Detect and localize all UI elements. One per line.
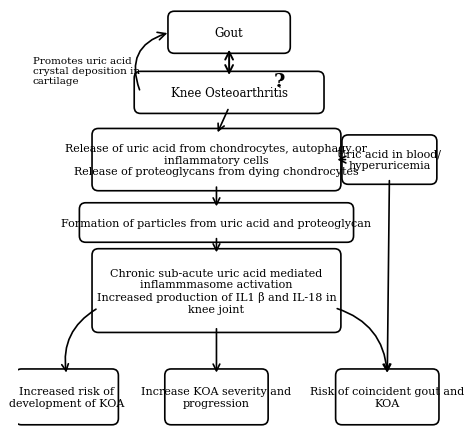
Text: Risk of coincident gout and
KOA: Risk of coincident gout and KOA	[310, 386, 465, 408]
FancyBboxPatch shape	[165, 369, 268, 425]
Text: Chronic sub-acute uric acid mediated
inflammmasome activation
Increased producti: Chronic sub-acute uric acid mediated inf…	[97, 268, 337, 314]
FancyBboxPatch shape	[134, 72, 324, 114]
Text: Increased risk of
development of KOA: Increased risk of development of KOA	[9, 386, 124, 408]
FancyBboxPatch shape	[92, 129, 341, 191]
FancyBboxPatch shape	[15, 369, 118, 425]
FancyBboxPatch shape	[79, 203, 354, 243]
Text: Formation of particles from uric acid and proteoglycan: Formation of particles from uric acid an…	[62, 218, 372, 228]
Text: Knee Osteoarthritis: Knee Osteoarthritis	[171, 87, 288, 100]
Text: Gout: Gout	[215, 27, 244, 39]
Text: ?: ?	[274, 73, 285, 91]
Text: Release of uric acid from chondrocytes, autophagy or
inflammatory cells
Release : Release of uric acid from chondrocytes, …	[65, 144, 367, 177]
Text: Uric acid in blood/
hyperuricemia: Uric acid in blood/ hyperuricemia	[337, 149, 441, 171]
FancyBboxPatch shape	[168, 12, 290, 54]
FancyBboxPatch shape	[342, 135, 437, 185]
FancyBboxPatch shape	[336, 369, 439, 425]
FancyBboxPatch shape	[92, 249, 341, 333]
Text: Increase KOA severity and
progression: Increase KOA severity and progression	[141, 386, 292, 408]
Text: Promotes uric acid
crystal deposition in
cartilage: Promotes uric acid crystal deposition in…	[33, 56, 140, 86]
